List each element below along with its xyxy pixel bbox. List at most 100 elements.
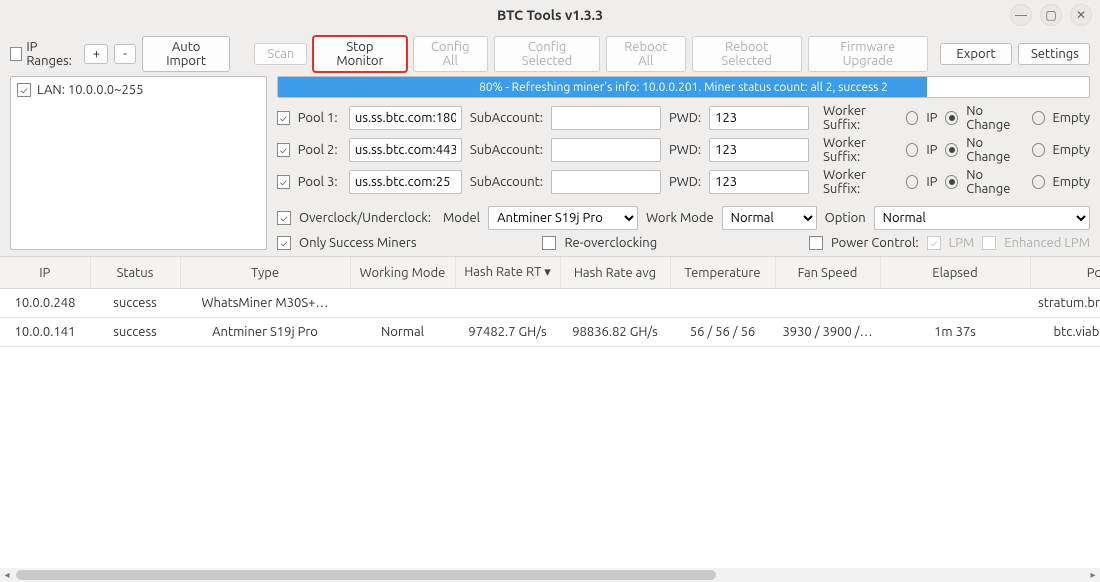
close-button[interactable]: ✕ xyxy=(1070,4,1092,26)
ip-ranges-checkbox[interactable] xyxy=(10,47,22,61)
scroll-right-icon[interactable]: ▸ xyxy=(1086,568,1100,582)
right-column: 80% - Refreshing miner's info: 10.0.0.20… xyxy=(277,76,1090,250)
suffix-nochange-radio[interactable] xyxy=(945,175,958,189)
scroll-left-icon[interactable]: ◂ xyxy=(0,568,14,582)
auto-import-button[interactable]: Auto Import xyxy=(142,36,230,72)
reboot-all-button: Reboot All xyxy=(606,36,685,72)
pool-checkbox[interactable] xyxy=(277,175,290,189)
progress-bar: 80% - Refreshing miner's info: 10.0.0.20… xyxy=(277,76,1090,98)
table-cell: 98836.82 GH/s xyxy=(560,318,670,347)
power-control-label: Power Control: xyxy=(831,236,919,250)
config-selected-button: Config Selected xyxy=(494,36,600,72)
minimize-button[interactable]: — xyxy=(1010,4,1032,26)
table-cell: 3930 / 3900 /… xyxy=(775,318,880,347)
model-label: Model xyxy=(443,211,480,225)
maximize-button[interactable]: ▢ xyxy=(1040,4,1062,26)
ip-range-label: LAN: 10.0.0.0~255 xyxy=(37,83,143,97)
only-success-checkbox[interactable] xyxy=(277,236,291,250)
work-mode-select[interactable]: Normal xyxy=(722,206,817,230)
table-cell: btc.viabtc.com:57 xyxy=(1030,318,1100,347)
app-window: BTC Tools v1.3.3 — ▢ ✕ IP Ranges: + - Au… xyxy=(0,0,1100,582)
pwd-label: PWD: xyxy=(669,111,701,125)
ip-range-item[interactable]: LAN: 10.0.0.0~255 xyxy=(17,81,260,99)
subaccount-input[interactable] xyxy=(551,138,661,162)
suffix-ip-radio[interactable] xyxy=(906,175,919,189)
table-header-cell[interactable]: Temperature xyxy=(670,257,775,289)
overclock-checkbox[interactable] xyxy=(277,211,291,225)
reboot-selected-button: Reboot Selected xyxy=(692,36,802,72)
table-cell: 10.0.0.248 xyxy=(0,289,90,318)
settings-button[interactable]: Settings xyxy=(1018,43,1090,65)
pool-checkbox[interactable] xyxy=(277,111,290,125)
suffix-ip-radio[interactable] xyxy=(906,111,919,125)
table-header-cell[interactable]: Status xyxy=(90,257,180,289)
worker-suffix-label: Worker Suffix: xyxy=(823,168,897,196)
elpm-checkbox xyxy=(982,236,996,250)
pool-label: Pool 2: xyxy=(298,143,341,157)
flags-row: Only Success Miners Re-overclocking Powe… xyxy=(277,236,1090,250)
miners-table[interactable]: IPStatusTypeWorking ModeHash Rate RT ▾Ha… xyxy=(0,257,1100,347)
option-select[interactable]: Normal xyxy=(874,206,1090,230)
ip-ranges-list[interactable]: LAN: 10.0.0.0~255 xyxy=(10,76,267,250)
power-control-checkbox[interactable] xyxy=(809,236,823,250)
pwd-input[interactable] xyxy=(709,106,809,130)
add-range-button[interactable]: + xyxy=(84,44,108,64)
table-header-cell[interactable]: Fan Speed xyxy=(775,257,880,289)
table-cell: success xyxy=(90,318,180,347)
scrollbar-thumb[interactable] xyxy=(16,570,716,580)
pool-url-input[interactable] xyxy=(349,106,462,130)
progress-text: 80% - Refreshing miner's info: 10.0.0.20… xyxy=(278,77,1089,97)
reoverclock-checkbox[interactable] xyxy=(542,236,556,250)
table-cell: 1m 37s xyxy=(880,318,1030,347)
suffix-empty-label: Empty xyxy=(1053,143,1091,157)
table-header-cell[interactable]: Working Mode xyxy=(350,257,455,289)
suffix-ip-radio[interactable] xyxy=(906,143,919,157)
pool-row: Pool 3:SubAccount:PWD:Worker Suffix:IPNo… xyxy=(277,168,1090,196)
lpm-checkbox xyxy=(927,236,941,250)
horizontal-scrollbar[interactable]: ◂ ▸ xyxy=(0,568,1100,582)
suffix-nochange-radio[interactable] xyxy=(945,143,958,157)
table-header-cell[interactable]: Pool 1 xyxy=(1030,257,1100,289)
table-header-cell[interactable]: Type xyxy=(180,257,350,289)
table-row[interactable]: 10.0.0.248successWhatsMiner M30S+…stratu… xyxy=(0,289,1100,318)
suffix-empty-radio[interactable] xyxy=(1032,175,1045,189)
reoverclock-label: Re-overclocking xyxy=(564,236,657,250)
table-cell: Normal xyxy=(350,318,455,347)
pool-checkbox[interactable] xyxy=(277,143,290,157)
table-cell xyxy=(350,289,455,318)
table-cell xyxy=(880,289,1030,318)
worker-suffix-label: Worker Suffix: xyxy=(823,104,897,132)
pool-label: Pool 1: xyxy=(298,111,341,125)
suffix-empty-label: Empty xyxy=(1053,175,1091,189)
scan-button: Scan xyxy=(254,43,307,65)
remove-range-button[interactable]: - xyxy=(114,44,136,64)
suffix-empty-radio[interactable] xyxy=(1032,143,1045,157)
suffix-nochange-radio[interactable] xyxy=(945,111,958,125)
table-row[interactable]: 10.0.0.141successAntminer S19j ProNormal… xyxy=(0,318,1100,347)
subaccount-input[interactable] xyxy=(551,170,661,194)
pool-url-input[interactable] xyxy=(349,138,462,162)
table-cell: stratum.braiins.com:33 xyxy=(1030,289,1100,318)
subaccount-input[interactable] xyxy=(551,106,661,130)
table-header-cell[interactable]: IP xyxy=(0,257,90,289)
suffix-ip-label: IP xyxy=(926,143,937,157)
pwd-input[interactable] xyxy=(709,170,809,194)
pool-url-input[interactable] xyxy=(349,170,462,194)
window-title: BTC Tools v1.3.3 xyxy=(497,7,603,23)
table-header-cell[interactable]: Hash Rate avg xyxy=(560,257,670,289)
ip-range-checkbox[interactable] xyxy=(17,83,31,97)
table-header-cell[interactable]: Hash Rate RT ▾ xyxy=(455,257,560,289)
suffix-empty-radio[interactable] xyxy=(1032,111,1045,125)
suffix-nochange-label: No Change xyxy=(966,136,1023,164)
config-all-button: Config All xyxy=(413,36,488,72)
export-button[interactable]: Export xyxy=(940,43,1012,65)
table-cell xyxy=(775,289,880,318)
table-header-cell[interactable]: Elapsed xyxy=(880,257,1030,289)
pwd-input[interactable] xyxy=(709,138,809,162)
table-cell: 56 / 56 / 56 xyxy=(670,318,775,347)
stop-monitor-button[interactable]: Stop Monitor xyxy=(313,36,406,72)
pool-label: Pool 3: xyxy=(298,175,341,189)
model-select[interactable]: Antminer S19j Pro xyxy=(488,206,638,230)
suffix-nochange-label: No Change xyxy=(966,168,1023,196)
table-cell xyxy=(560,289,670,318)
